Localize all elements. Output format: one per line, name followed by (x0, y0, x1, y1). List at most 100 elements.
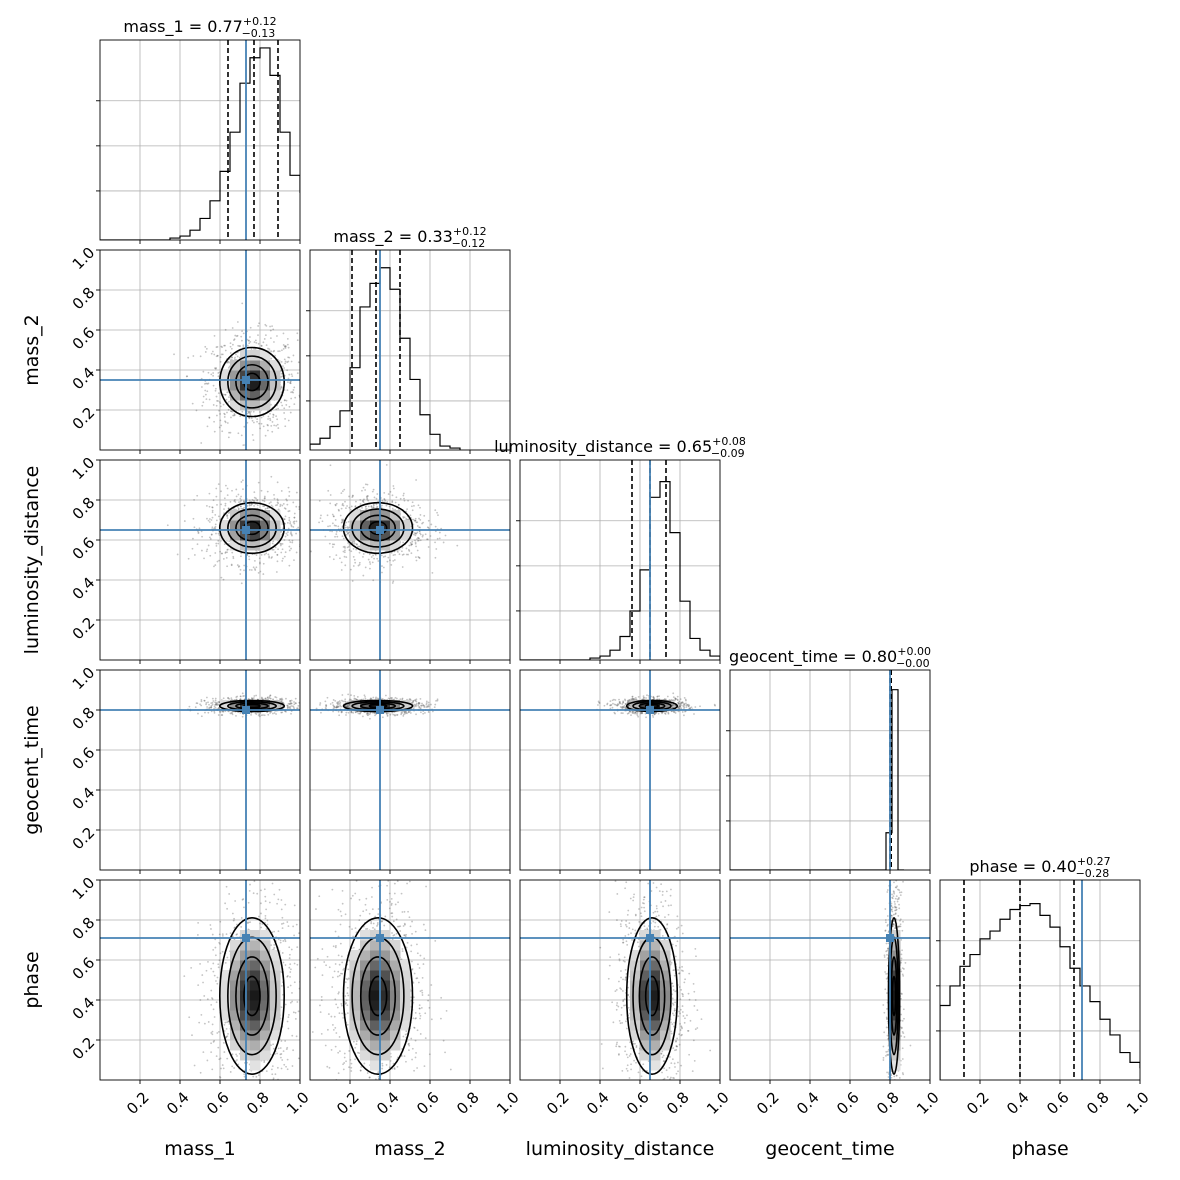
y-tick-label: 0.4 (69, 574, 99, 604)
y-tick-label: 1.0 (69, 874, 99, 904)
panel-frame (99, 459, 301, 661)
panel-title-mass_2: mass_2 = 0.33+0.12 −0.12 (333, 225, 486, 250)
x-tick-label: 0.8 (663, 1088, 693, 1118)
density-map (630, 930, 671, 1071)
panel-frame (519, 879, 721, 1081)
y-tick-label: 0.6 (69, 534, 99, 564)
x-tick-label: 0.6 (413, 1088, 443, 1118)
y-tick-label: 0.8 (69, 284, 99, 314)
x-tick-label: 0.4 (1003, 1088, 1033, 1118)
histogram-mass_2 (310, 267, 461, 450)
x-tick-label: 0.2 (963, 1088, 993, 1118)
histogram-geocent_time (730, 689, 904, 870)
x-tick-label: 0.8 (873, 1088, 903, 1118)
y-tick-label: 0.6 (69, 744, 99, 774)
panel-luminosity_distance-geocent_time (519, 669, 721, 874)
y-tick-label: 0.8 (69, 704, 99, 734)
y-tick-label: 1.0 (69, 244, 99, 274)
panel-mass_1-mass_1: mass_1 = 0.77+0.12 −0.13 (96, 15, 301, 244)
panel-frame (729, 669, 931, 871)
panel-frame (99, 39, 301, 241)
y-tick-label: 0.4 (69, 784, 99, 814)
x-tick-label: 0.6 (1043, 1088, 1073, 1118)
contours (219, 916, 286, 1075)
y-tick-label: 1.0 (69, 454, 99, 484)
x-tick-label: 0.2 (333, 1088, 363, 1118)
x-tick-label: 0.4 (793, 1088, 823, 1118)
panel-mass_1-geocent_time: 0.2 0.4 0.6 0.8 1.0 geocent_time (21, 664, 301, 874)
y-tick-label: 0.8 (69, 494, 99, 524)
panel-mass_2-luminosity_distance (309, 459, 511, 664)
x-tick-label: 0.2 (543, 1088, 573, 1118)
truth-marker (646, 934, 654, 942)
panel-frame (939, 879, 1141, 1081)
panel-mass_2-geocent_time (309, 669, 511, 874)
contours (219, 501, 286, 555)
panel-frame (99, 669, 301, 871)
panel-geocent_time-phase: 0.2 0.4 0.6 0.8 1.0 geocent_time (729, 879, 943, 1160)
truth-marker (376, 934, 384, 942)
y-tick-label: 0.2 (69, 614, 99, 644)
truth-marker (242, 706, 250, 714)
y-axis-label-luminosity_distance: luminosity_distance (21, 466, 43, 655)
contours (219, 346, 286, 418)
truth-marker (376, 706, 384, 714)
panel-title-luminosity_distance: luminosity_distance = 0.65+0.08 −0.09 (494, 435, 746, 460)
panel-mass_1-luminosity_distance: 0.2 0.4 0.6 0.8 1.0 luminosity_distance (21, 454, 301, 664)
truth-marker (242, 376, 250, 384)
panel-frame (309, 879, 511, 1081)
panel-frame (519, 459, 721, 661)
y-tick-label: 0.8 (69, 914, 99, 944)
y-axis-label-phase: phase (21, 951, 43, 1008)
x-tick-label: 0.6 (203, 1088, 233, 1118)
y-tick-label: 1.0 (69, 664, 99, 694)
truth-marker (646, 706, 654, 714)
contours (342, 916, 414, 1075)
x-tick-label: 0.8 (1083, 1088, 1113, 1118)
y-tick-label: 0.6 (69, 954, 99, 984)
panel-frame (729, 879, 931, 1081)
histogram-phase (940, 903, 1140, 1080)
x-axis-label-geocent_time: geocent_time (765, 1138, 894, 1160)
x-tick-label: 1.0 (1123, 1088, 1153, 1118)
truth-marker (376, 526, 384, 534)
panel-luminosity_distance-phase: 0.2 0.4 0.6 0.8 1.0 luminosity_distance (519, 879, 733, 1160)
panel-mass_2-mass_2: mass_2 = 0.33+0.12 −0.12 (306, 225, 511, 454)
panel-luminosity_distance-luminosity_distance: luminosity_distance = 0.65+0.08 −0.09 (494, 435, 746, 664)
panel-frame (99, 879, 301, 1081)
histogram-luminosity_distance (520, 481, 720, 660)
panel-title-mass_1: mass_1 = 0.77+0.12 −0.13 (123, 15, 276, 40)
density-map (350, 930, 411, 1071)
x-tick-label: 1.0 (283, 1088, 313, 1118)
panel-title-geocent_time: geocent_time = 0.80+0.00 −0.00 (729, 645, 931, 670)
x-tick-label: 0.6 (623, 1088, 653, 1118)
x-tick-label: 1.0 (703, 1088, 733, 1118)
x-tick-label: 0.4 (163, 1088, 193, 1118)
x-tick-label: 0.2 (753, 1088, 783, 1118)
x-axis-label-mass_2: mass_2 (374, 1138, 446, 1160)
y-tick-label: 0.4 (69, 994, 99, 1024)
panel-frame (519, 669, 721, 871)
panel-frame (309, 669, 511, 871)
panel-frame (99, 249, 301, 451)
truth-marker (886, 934, 894, 942)
y-tick-label: 0.6 (69, 324, 99, 354)
y-tick-label: 0.2 (69, 824, 99, 854)
y-axis-label-geocent_time: geocent_time (21, 705, 43, 834)
x-axis-label-luminosity_distance: luminosity_distance (526, 1138, 715, 1160)
panel-title-phase: phase = 0.40+0.27 −0.28 (969, 855, 1110, 880)
panel-mass_1-phase: 0.2 0.4 0.6 0.8 1.0 mass_1 0.2 0.4 0.6 0.8 1.0 phas… (21, 874, 313, 1160)
x-tick-label: 0.8 (453, 1088, 483, 1118)
panel-frame (309, 459, 511, 661)
contours (342, 501, 414, 555)
y-tick-label: 0.2 (69, 1034, 99, 1064)
x-axis-label-phase: phase (1011, 1138, 1068, 1160)
truth-marker (242, 934, 250, 942)
x-tick-label: 0.6 (833, 1088, 863, 1118)
panel-mass_1-mass_2: 0.2 0.4 0.6 0.8 1.0 mass_2 (21, 244, 301, 454)
panel-phase-phase: phase = 0.40+0.27 −0.28 0.2 0.4 0.6 0.8 1.0 pha… (936, 855, 1153, 1160)
x-tick-label: 0.2 (123, 1088, 153, 1118)
x-tick-label: 1.0 (493, 1088, 523, 1118)
x-tick-label: 0.8 (243, 1088, 273, 1118)
